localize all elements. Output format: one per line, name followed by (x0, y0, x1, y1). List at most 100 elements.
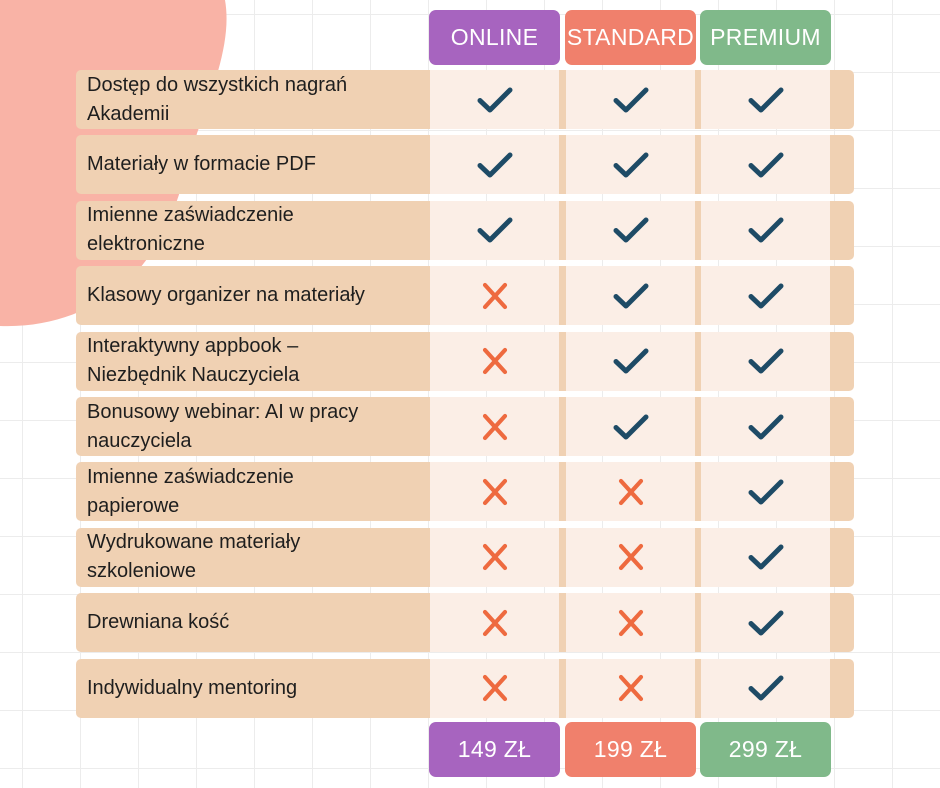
cross-icon (477, 412, 513, 442)
check-icon (613, 281, 649, 311)
feature-label-line: Akademii (87, 102, 170, 125)
availability-cell-online (430, 135, 559, 195)
feature-label: Dostęp do wszystkich nagrań Akademii (87, 70, 417, 129)
availability-cell-premium (701, 462, 830, 522)
feature-label-line: nauczyciela (87, 429, 192, 452)
availability-cell-premium (701, 658, 830, 718)
check-icon (477, 150, 513, 180)
check-icon (748, 215, 784, 245)
check-icon (748, 150, 784, 180)
cross-icon (477, 608, 513, 638)
feature-label-line: Materiały w formacie PDF (87, 153, 316, 176)
check-icon (748, 412, 784, 442)
availability-cell-premium (701, 593, 830, 653)
availability-cell-online (430, 527, 559, 587)
feature-label: Imienne zaświadczenie papierowe (87, 462, 417, 521)
feature-label-line: Imienne zaświadczenie (87, 204, 294, 227)
plan-header-online: ONLINE (429, 10, 560, 65)
feature-label: Drewniana kość (87, 593, 417, 652)
availability-cell-online (430, 70, 559, 129)
availability-cell-standard (566, 331, 695, 391)
feature-row: Indywidualny mentoring (76, 658, 854, 718)
availability-cell-online (430, 331, 559, 391)
cross-icon (477, 346, 513, 376)
availability-cell-premium (701, 135, 830, 195)
cross-icon (613, 608, 649, 638)
feature-label-line: szkoleniowe (87, 560, 196, 583)
availability-cell-premium (701, 527, 830, 587)
feature-label-line: Klasowy organizer na materiały (87, 284, 365, 307)
feature-label-line: Wydrukowane materiały (87, 531, 301, 554)
feature-label: Wydrukowane materiały szkoleniowe (87, 528, 417, 587)
feature-label-line: Bonusowy webinar: AI w pracy (87, 400, 359, 423)
feature-label: Materiały w formacie PDF (87, 135, 417, 194)
cross-icon (477, 477, 513, 507)
feature-label: Imienne zaświadczenie elektroniczne (87, 201, 417, 260)
availability-cell-standard (566, 70, 695, 129)
cross-icon (477, 542, 513, 572)
feature-label: Interaktywny appbook – Niezbędnik Nauczyc… (87, 332, 417, 391)
availability-cell-premium (701, 331, 830, 391)
availability-cell-standard (566, 266, 695, 326)
cross-icon (477, 673, 513, 703)
feature-row: Klasowy organizer na materiały (76, 266, 854, 326)
availability-cell-standard (566, 135, 695, 195)
availability-cell-online (430, 658, 559, 718)
availability-cell-premium (701, 397, 830, 456)
availability-cell-standard (566, 658, 695, 718)
price-premium: 299 ZŁ (700, 722, 831, 777)
availability-cell-online (430, 266, 559, 326)
feature-label-line: elektroniczne (87, 233, 205, 256)
check-icon (748, 542, 784, 572)
feature-row: Interaktywny appbook – Niezbędnik Nauczyc… (76, 331, 854, 391)
availability-cell-online (430, 200, 559, 260)
availability-cell-standard (566, 527, 695, 587)
feature-label-line: Imienne zaświadczenie (87, 465, 294, 488)
check-icon (477, 85, 513, 115)
check-icon (748, 608, 784, 638)
price-online: 149 ZŁ (429, 722, 560, 777)
availability-cell-online (430, 593, 559, 653)
feature-row: Bonusowy webinar: AI w pracy nauczyciela (76, 397, 854, 456)
feature-label: Bonusowy webinar: AI w pracy nauczyciela (87, 397, 417, 456)
check-icon (477, 215, 513, 245)
feature-label: Klasowy organizer na materiały (87, 266, 417, 325)
availability-cell-standard (566, 462, 695, 522)
feature-row: Imienne zaświadczenie elektroniczne (76, 200, 854, 260)
availability-cell-online (430, 397, 559, 456)
check-icon (613, 150, 649, 180)
availability-cell-premium (701, 70, 830, 129)
availability-cell-standard (566, 593, 695, 653)
check-icon (613, 346, 649, 376)
feature-row: Imienne zaświadczenie papierowe (76, 462, 854, 522)
price-standard: 199 ZŁ (565, 722, 696, 777)
feature-row: Materiały w formacie PDF (76, 135, 854, 195)
availability-cell-online (430, 462, 559, 522)
feature-row: Wydrukowane materiały szkoleniowe (76, 527, 854, 587)
check-icon (748, 477, 784, 507)
check-icon (748, 346, 784, 376)
check-icon (613, 85, 649, 115)
availability-cell-premium (701, 200, 830, 260)
feature-label-line: Drewniana kość (87, 611, 230, 634)
check-icon (613, 412, 649, 442)
cross-icon (613, 542, 649, 572)
feature-label-line: Niezbędnik Nauczyciela (87, 364, 300, 387)
feature-label-line: Indywidualny mentoring (87, 676, 298, 699)
check-icon (748, 85, 784, 115)
feature-label-line: Dostęp do wszystkich nagrań (87, 73, 348, 96)
feature-row: Dostęp do wszystkich nagrań Akademii (76, 70, 854, 129)
availability-cell-standard (566, 397, 695, 456)
cross-icon (613, 477, 649, 507)
check-icon (748, 281, 784, 311)
plan-header-premium: PREMIUM (700, 10, 831, 65)
availability-cell-premium (701, 266, 830, 326)
cross-icon (613, 673, 649, 703)
feature-label-line: Interaktywny appbook – (87, 335, 299, 358)
availability-cell-standard (566, 200, 695, 260)
feature-row: Drewniana kość (76, 593, 854, 653)
cross-icon (477, 281, 513, 311)
check-icon (613, 215, 649, 245)
plan-header-standard: STANDARD (565, 10, 696, 65)
check-icon (748, 673, 784, 703)
